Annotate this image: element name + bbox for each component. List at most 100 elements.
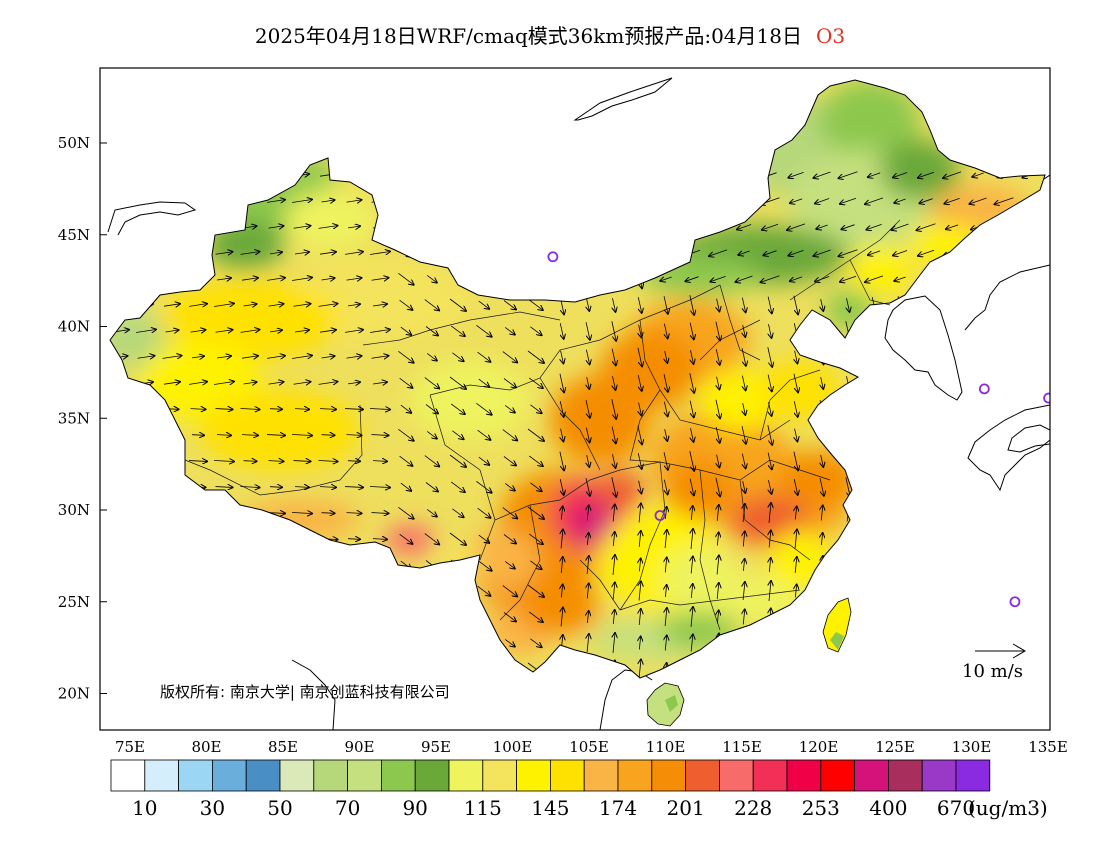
wind-arrow bbox=[162, 278, 182, 281]
wind-arrow bbox=[135, 643, 156, 644]
wind-arrow bbox=[951, 454, 954, 468]
wind-arrow bbox=[613, 532, 614, 547]
wind-arrow bbox=[561, 350, 564, 364]
wind-arrow bbox=[899, 429, 902, 441]
wind-arrow bbox=[319, 409, 336, 410]
wind-arrow bbox=[1003, 636, 1004, 651]
wind-arrow bbox=[743, 504, 745, 522]
wind-arrow bbox=[866, 223, 882, 229]
wind-arrow bbox=[663, 296, 668, 314]
colorbar-swatch bbox=[752, 759, 788, 792]
wind-arrow bbox=[267, 200, 285, 203]
wind-arrow bbox=[639, 246, 642, 260]
wind-arrow bbox=[638, 453, 641, 469]
wind-arrow bbox=[795, 635, 797, 652]
wind-arrow bbox=[637, 347, 642, 367]
wind-arrow bbox=[293, 382, 311, 385]
wind-arrow bbox=[369, 565, 390, 566]
wind-arrow bbox=[188, 461, 207, 462]
wind-arrow bbox=[371, 513, 389, 514]
wind-arrow bbox=[736, 275, 753, 282]
longitude-label: 115E bbox=[722, 738, 762, 756]
wind-arrow bbox=[162, 591, 182, 592]
wind-arrow bbox=[613, 555, 615, 575]
wind-arrow bbox=[242, 356, 258, 358]
colorbar-swatch bbox=[380, 759, 416, 792]
wind-arrow bbox=[665, 530, 667, 548]
wind-arrow bbox=[213, 461, 234, 462]
wind-arrow bbox=[665, 429, 668, 441]
wind-arrow bbox=[477, 663, 491, 674]
wind-arrow bbox=[348, 382, 360, 384]
wind-arrow bbox=[476, 558, 491, 570]
wind-arrow bbox=[743, 610, 744, 625]
wind-arrow bbox=[268, 304, 284, 306]
wind-arrow bbox=[452, 586, 463, 595]
station-marker bbox=[547, 251, 559, 263]
wind-arrow bbox=[814, 171, 831, 178]
wind-arrow bbox=[373, 382, 387, 384]
wind-arrow bbox=[743, 325, 746, 337]
wind-arrow bbox=[502, 507, 517, 519]
wind-arrow bbox=[530, 482, 541, 491]
wind-arrow bbox=[266, 513, 285, 514]
wind-arrow bbox=[793, 451, 798, 471]
wind-arrow bbox=[449, 220, 466, 233]
wind-arrow bbox=[1027, 295, 1032, 315]
station-marker bbox=[1053, 493, 1062, 502]
wind-arrow bbox=[585, 400, 590, 418]
wind-arrow bbox=[1003, 609, 1005, 626]
wind-arrow bbox=[399, 221, 413, 232]
wind-arrow bbox=[478, 378, 489, 387]
wind-arrow bbox=[788, 249, 804, 255]
wind-arrow bbox=[743, 637, 744, 650]
wind-arrow bbox=[767, 452, 772, 470]
wind-arrow bbox=[240, 252, 260, 255]
wind-arrow bbox=[114, 382, 126, 384]
wind-arrow bbox=[164, 382, 180, 384]
wind-arrow bbox=[293, 226, 311, 229]
colorbar-tick-label: 10 bbox=[132, 796, 158, 820]
wind-arrow bbox=[871, 425, 876, 445]
colorbar-tick-label: 145 bbox=[531, 796, 570, 820]
wind-arrow bbox=[821, 611, 822, 624]
wind-arrow bbox=[136, 252, 156, 255]
wind-arrow bbox=[944, 197, 960, 203]
wind-arrow bbox=[241, 669, 258, 670]
wind-arrow bbox=[717, 661, 719, 678]
wind-arrow bbox=[977, 481, 980, 493]
wind-arrow bbox=[768, 480, 771, 494]
wind-arrow bbox=[476, 324, 491, 336]
wind-arrow bbox=[587, 506, 588, 521]
wind-arrow bbox=[1027, 451, 1032, 471]
wind-arrow bbox=[840, 275, 857, 282]
wind-arrow bbox=[1028, 479, 1031, 495]
wind-arrow bbox=[587, 455, 590, 467]
wind-arrow bbox=[190, 409, 206, 410]
wind-arrow bbox=[1021, 223, 1040, 230]
wind-arrow bbox=[691, 529, 693, 549]
wind-arrow bbox=[951, 661, 953, 678]
wind-arrow bbox=[477, 585, 491, 596]
wind-arrow bbox=[899, 558, 900, 573]
station-marker bbox=[654, 510, 666, 521]
wind-arrow bbox=[586, 427, 589, 443]
wind-arrow bbox=[1029, 530, 1031, 549]
wind-arrow bbox=[135, 565, 156, 566]
colorbar-swatch bbox=[550, 759, 585, 792]
wind-arrow bbox=[240, 643, 260, 644]
wind-arrow bbox=[738, 251, 750, 255]
wind-arrow bbox=[369, 409, 390, 410]
wind-arrow bbox=[163, 539, 180, 540]
colorbar-tick-label: 201 bbox=[666, 796, 705, 820]
wind-arrow bbox=[369, 487, 390, 488]
wind-arrow bbox=[1002, 402, 1005, 416]
wind-arrow bbox=[689, 373, 694, 393]
colorbar-swatch bbox=[144, 759, 180, 792]
wind-arrow bbox=[450, 247, 465, 258]
wind-arrow bbox=[137, 435, 155, 436]
wind-arrow bbox=[215, 643, 233, 644]
wind-arrow bbox=[871, 347, 876, 367]
colorbar-swatch bbox=[414, 759, 450, 792]
wind-arrow bbox=[215, 487, 233, 488]
